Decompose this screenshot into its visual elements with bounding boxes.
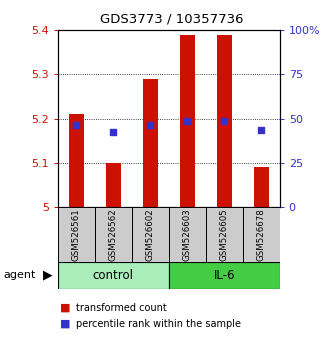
Text: ■: ■ <box>60 303 70 313</box>
Bar <box>143 79 158 207</box>
Text: IL-6: IL-6 <box>213 269 235 282</box>
Bar <box>217 35 232 207</box>
Bar <box>69 114 84 207</box>
Text: GDS3773 / 10357736: GDS3773 / 10357736 <box>100 12 244 25</box>
Bar <box>180 35 195 207</box>
Text: GSM526678: GSM526678 <box>257 208 266 261</box>
Bar <box>106 163 121 207</box>
Bar <box>206 207 243 262</box>
Text: GSM526561: GSM526561 <box>72 208 81 261</box>
Bar <box>169 207 206 262</box>
Bar <box>58 207 95 262</box>
Point <box>185 118 190 124</box>
Text: control: control <box>93 269 134 282</box>
Text: ▶: ▶ <box>43 269 53 282</box>
Point <box>111 129 116 135</box>
Bar <box>169 262 280 289</box>
Bar <box>254 167 269 207</box>
Bar <box>132 207 169 262</box>
Text: ■: ■ <box>60 319 70 329</box>
Bar <box>95 207 132 262</box>
Bar <box>58 262 169 289</box>
Bar <box>243 207 280 262</box>
Point <box>148 122 153 128</box>
Text: GSM526603: GSM526603 <box>183 208 192 261</box>
Text: percentile rank within the sample: percentile rank within the sample <box>76 319 241 329</box>
Text: transformed count: transformed count <box>76 303 167 313</box>
Point <box>74 122 79 128</box>
Text: GSM526605: GSM526605 <box>220 208 229 261</box>
Point <box>259 127 264 132</box>
Text: GSM526562: GSM526562 <box>109 208 118 261</box>
Point <box>221 118 227 124</box>
Text: agent: agent <box>3 270 36 280</box>
Text: GSM526602: GSM526602 <box>146 208 155 261</box>
